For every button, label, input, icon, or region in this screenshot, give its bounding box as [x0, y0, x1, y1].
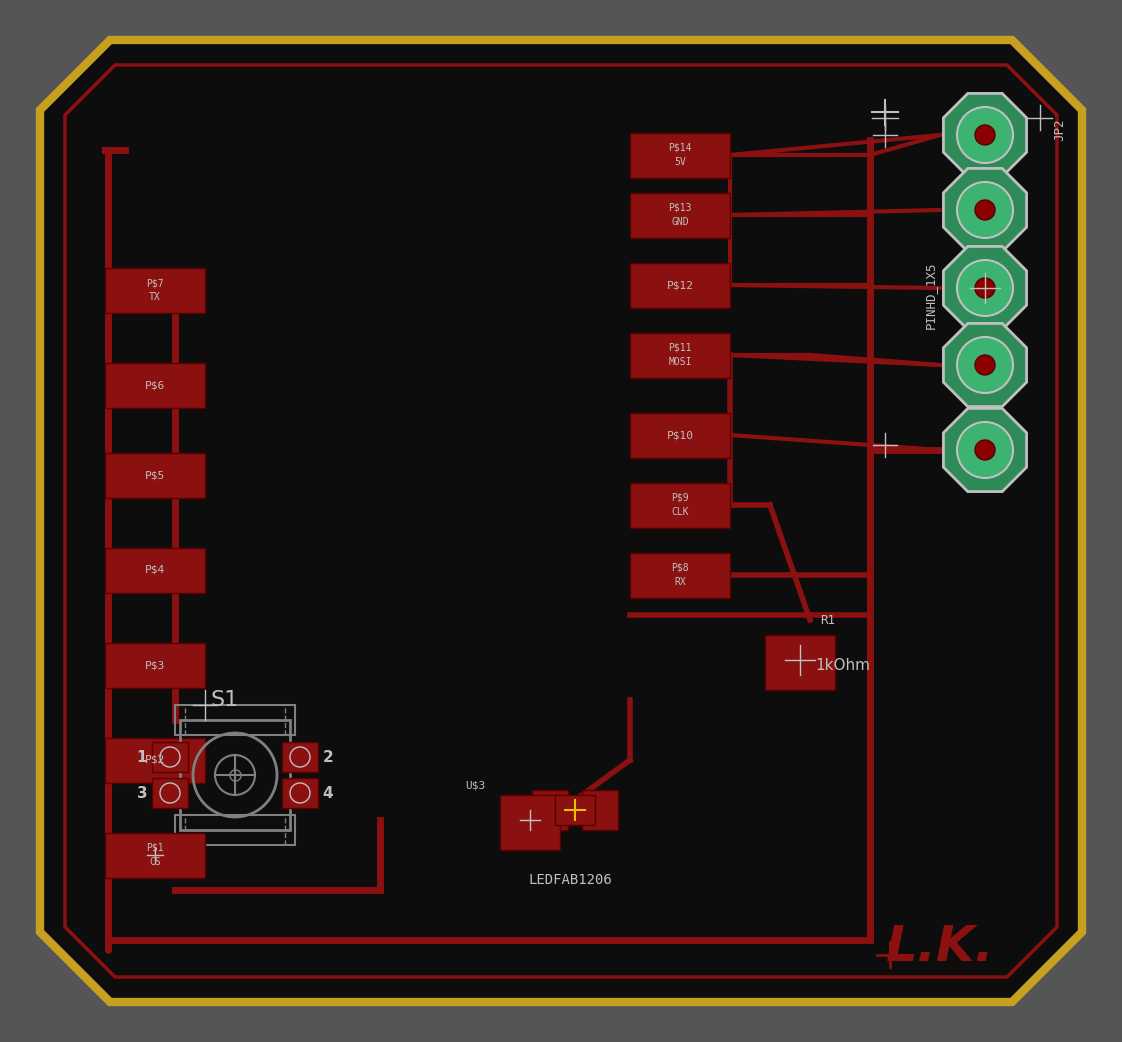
FancyBboxPatch shape [105, 833, 205, 877]
Text: CLK: CLK [671, 507, 689, 517]
Circle shape [975, 355, 995, 375]
Polygon shape [944, 169, 1027, 251]
FancyBboxPatch shape [629, 482, 730, 527]
Text: P$8: P$8 [671, 563, 689, 573]
Text: S1: S1 [211, 690, 239, 710]
Text: L.K.: L.K. [885, 923, 994, 971]
FancyBboxPatch shape [105, 738, 205, 783]
Polygon shape [40, 40, 1082, 1002]
Circle shape [957, 422, 1013, 478]
Text: GND: GND [671, 217, 689, 227]
Text: P$10: P$10 [666, 430, 693, 440]
Text: P$13: P$13 [669, 203, 692, 213]
FancyBboxPatch shape [151, 778, 188, 808]
Text: P$11: P$11 [669, 343, 692, 353]
Polygon shape [944, 408, 1027, 492]
Text: P$14: P$14 [669, 143, 692, 153]
FancyBboxPatch shape [765, 635, 835, 690]
FancyBboxPatch shape [582, 790, 618, 830]
Circle shape [975, 125, 995, 145]
Text: P$1: P$1 [146, 843, 164, 853]
Text: 1kOhm: 1kOhm [815, 658, 870, 672]
FancyBboxPatch shape [629, 193, 730, 238]
Text: 1: 1 [137, 749, 147, 765]
FancyBboxPatch shape [532, 790, 568, 830]
Text: P$7: P$7 [146, 278, 164, 288]
Text: P$6: P$6 [145, 380, 165, 390]
FancyBboxPatch shape [105, 643, 205, 688]
Text: P$4: P$4 [145, 565, 165, 575]
Polygon shape [944, 246, 1027, 329]
FancyBboxPatch shape [629, 132, 730, 177]
FancyBboxPatch shape [105, 363, 205, 407]
Circle shape [957, 107, 1013, 163]
Text: U$3: U$3 [465, 780, 485, 790]
FancyBboxPatch shape [282, 778, 318, 808]
Polygon shape [944, 94, 1027, 176]
FancyBboxPatch shape [629, 413, 730, 457]
Text: P$9: P$9 [671, 493, 689, 503]
Text: 2: 2 [323, 749, 333, 765]
Text: JP2: JP2 [1054, 119, 1067, 142]
Text: P$3: P$3 [145, 660, 165, 670]
Circle shape [975, 440, 995, 460]
FancyBboxPatch shape [105, 268, 205, 313]
Text: PINHD_1X5: PINHD_1X5 [923, 262, 937, 328]
FancyBboxPatch shape [151, 742, 188, 772]
Text: MOSI: MOSI [669, 357, 692, 367]
Text: RX: RX [674, 577, 686, 587]
FancyBboxPatch shape [629, 552, 730, 597]
Text: P$5: P$5 [145, 470, 165, 480]
Text: LEDFAB1206: LEDFAB1206 [528, 873, 611, 887]
Polygon shape [944, 323, 1027, 406]
Text: TX: TX [149, 292, 160, 302]
FancyBboxPatch shape [629, 263, 730, 307]
FancyBboxPatch shape [629, 332, 730, 377]
Circle shape [957, 337, 1013, 393]
Text: 5V: 5V [674, 157, 686, 167]
Circle shape [957, 182, 1013, 238]
Circle shape [957, 260, 1013, 316]
FancyBboxPatch shape [105, 547, 205, 593]
FancyBboxPatch shape [105, 452, 205, 497]
FancyBboxPatch shape [500, 795, 560, 850]
Circle shape [975, 200, 995, 220]
Text: P$12: P$12 [666, 280, 693, 290]
Text: R1: R1 [820, 614, 835, 626]
Text: 3: 3 [137, 786, 147, 800]
Text: 4: 4 [323, 786, 333, 800]
Circle shape [975, 278, 995, 298]
FancyBboxPatch shape [555, 795, 595, 825]
Text: CS: CS [149, 857, 160, 867]
Text: P$2: P$2 [145, 755, 165, 765]
FancyBboxPatch shape [282, 742, 318, 772]
